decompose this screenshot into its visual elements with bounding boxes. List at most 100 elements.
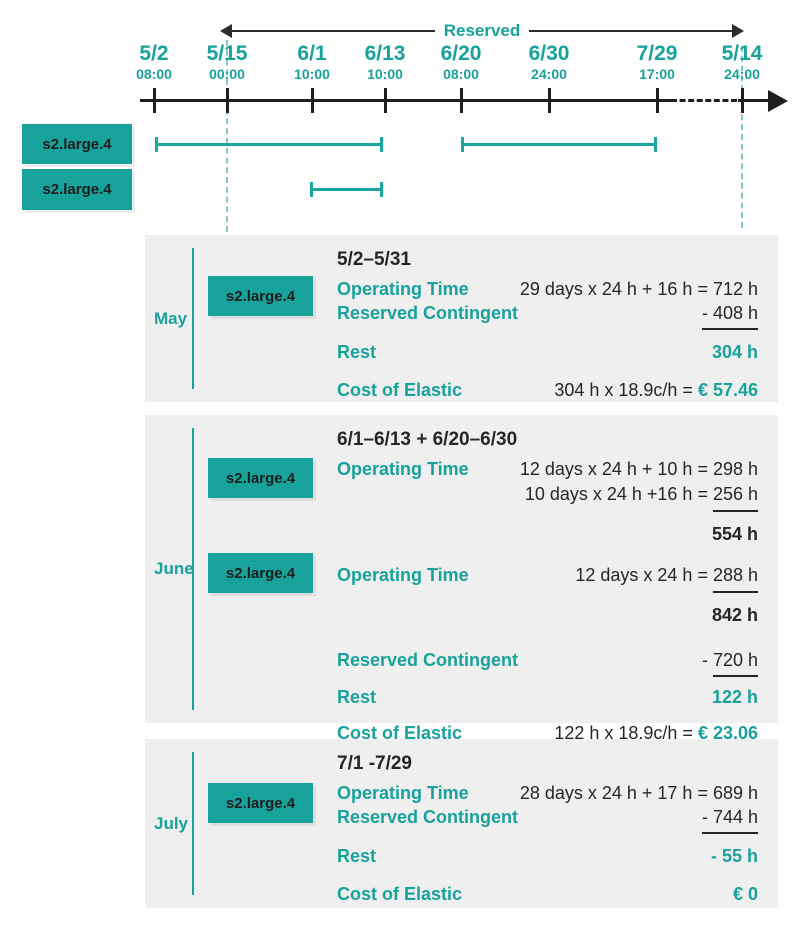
period-title: 6/1–6/13 + 6/20–6/30 (337, 429, 518, 450)
row-label: Operating Time (337, 783, 469, 803)
row-label: Operating Time (337, 459, 469, 479)
reserved-arrowhead-right-icon (732, 24, 744, 38)
tick-time: 00:00 (209, 66, 245, 82)
tick-date: 6/20 (440, 42, 482, 65)
time-axis-end (738, 99, 770, 102)
axis-tick (741, 88, 744, 113)
tick-date: 5/14 (721, 42, 763, 65)
panel-july: July s2.large.4 7/1 -7/29 Operating Time… (145, 739, 778, 908)
row-value: 304 h (711, 342, 758, 362)
row-label: Cost of Elastic (337, 380, 463, 400)
period-title: 7/1 -7/29 (337, 753, 412, 774)
reserved-end-guide-line (741, 46, 743, 228)
tick-time: 24:00 (531, 66, 567, 82)
time-axis-dashed (671, 99, 737, 102)
calc-row: Cost of Elastic 304 h x 18.9c/h = € 57.4… (337, 378, 758, 402)
tick-time: 17:00 (639, 66, 675, 82)
timeline-tick-label: 5/14 24:00 (697, 42, 787, 84)
axis-tick (226, 88, 229, 113)
row-value: - 744 h (701, 805, 758, 834)
axis-tick (384, 88, 387, 113)
instance-box: s2.large.4 (22, 124, 132, 164)
calc-row: Reserved Contingent - 720 h (337, 648, 758, 677)
timeline-tick-label: 6/13 10:00 (340, 42, 430, 84)
row-label: Rest (337, 342, 377, 362)
month-rule (192, 248, 194, 389)
instance-box: s2.large.4 (208, 458, 313, 498)
axis-tick (548, 88, 551, 113)
tick-time: 10:00 (367, 66, 403, 82)
row-value: 29 days x 24 h + 16 h = 712 h (519, 279, 758, 299)
calc-row: Operating Time 12 days x 24 h = 288 h 84… (337, 563, 758, 628)
row-label: Reserved Contingent (337, 807, 519, 827)
cost-value: € 23.06 (697, 723, 758, 743)
reserved-start-guide-line (226, 40, 228, 232)
row-label: Reserved Contingent (337, 650, 519, 670)
usage-bar (155, 137, 383, 152)
timeline-tick-label: 6/1 10:00 (267, 42, 357, 84)
instance-box: s2.large.4 (22, 169, 132, 210)
tick-date: 7/29 (636, 42, 678, 65)
calc-row: Operating Time 28 days x 24 h + 17 h = 6… (337, 781, 758, 805)
panel-june: June s2.large.4 s2.large.4 6/1–6/13 + 6/… (145, 415, 778, 743)
tick-time: 24:00 (724, 66, 760, 82)
reserved-label: Reserved (434, 20, 530, 41)
row-value: - 55 h (710, 846, 758, 866)
row-value: 28 days x 24 h + 17 h = 689 h (519, 783, 758, 803)
timeline-tick-label: 7/29 17:00 (612, 42, 702, 84)
row-value: - 408 h (701, 301, 758, 330)
timeline-tick-label: 5/2 08:00 (109, 42, 199, 84)
timeline-tick-label: 6/30 24:00 (504, 42, 594, 84)
axis-tick (153, 88, 156, 113)
month-rule (192, 428, 194, 710)
row-label: Operating Time (337, 279, 469, 299)
cost-value: € 0 (732, 884, 758, 904)
usage-bar (461, 137, 657, 152)
subtotal: 842 h (711, 605, 758, 625)
timeline-tick-label: 6/20 08:00 (416, 42, 506, 84)
tick-time: 10:00 (294, 66, 330, 82)
calc-row: Reserved Contingent - 408 h (337, 301, 758, 330)
month-label: May (154, 308, 188, 328)
tick-time: 08:00 (136, 66, 172, 82)
tick-time: 08:00 (443, 66, 479, 82)
row-label: Reserved Contingent (337, 303, 519, 323)
row-label: Cost of Elastic (337, 723, 463, 743)
subtotal: 554 h (711, 524, 758, 544)
tick-date: 6/13 (364, 42, 406, 65)
cost-value: € 57.46 (697, 380, 758, 400)
timeline-tick-label: 5/15 00:00 (182, 42, 272, 84)
cost-formula: 122 h x 18.9c/h = (554, 723, 698, 743)
month-label: June (154, 559, 194, 578)
axis-tick (311, 88, 314, 113)
time-axis-arrowhead-icon (768, 90, 788, 112)
month-label: July (154, 813, 189, 833)
row-label: Cost of Elastic (337, 884, 463, 904)
formula-line: 10 days x 24 h +16 h = 256 h (469, 482, 758, 512)
calc-row: Rest 122 h (337, 685, 758, 709)
panel-content: 5/2–5/31 Operating Time 29 days x 24 h +… (337, 247, 758, 402)
tick-date: 6/30 (528, 42, 570, 65)
tick-date: 5/2 (139, 42, 169, 65)
panel-may: May s2.large.4 5/2–5/31 Operating Time 2… (145, 235, 778, 402)
panel-content: 7/1 -7/29 Operating Time 28 days x 24 h … (337, 751, 758, 906)
calc-row: Cost of Elastic 122 h x 18.9c/h = € 23.0… (337, 721, 758, 745)
month-rule (192, 752, 194, 895)
calc-row: Cost of Elastic € 0 (337, 882, 758, 906)
instance-box: s2.large.4 (208, 783, 313, 823)
instance-box: s2.large.4 (208, 553, 313, 593)
row-label: Rest (337, 846, 377, 866)
instance-box: s2.large.4 (208, 276, 313, 316)
row-value: 122 h (711, 687, 758, 707)
axis-tick (460, 88, 463, 113)
panel-content: 6/1–6/13 + 6/20–6/30 Operating Time 12 d… (337, 427, 758, 745)
formula-line: 12 days x 24 h + 10 h = 298 h (519, 459, 758, 479)
row-label: Rest (337, 687, 377, 707)
row-label: Operating Time (337, 565, 469, 585)
calc-row: Rest 304 h (337, 340, 758, 364)
calc-row: Rest - 55 h (337, 844, 758, 868)
time-axis-solid (140, 99, 671, 102)
period-title: 5/2–5/31 (337, 249, 411, 270)
reserved-range: Reserved (222, 20, 742, 41)
